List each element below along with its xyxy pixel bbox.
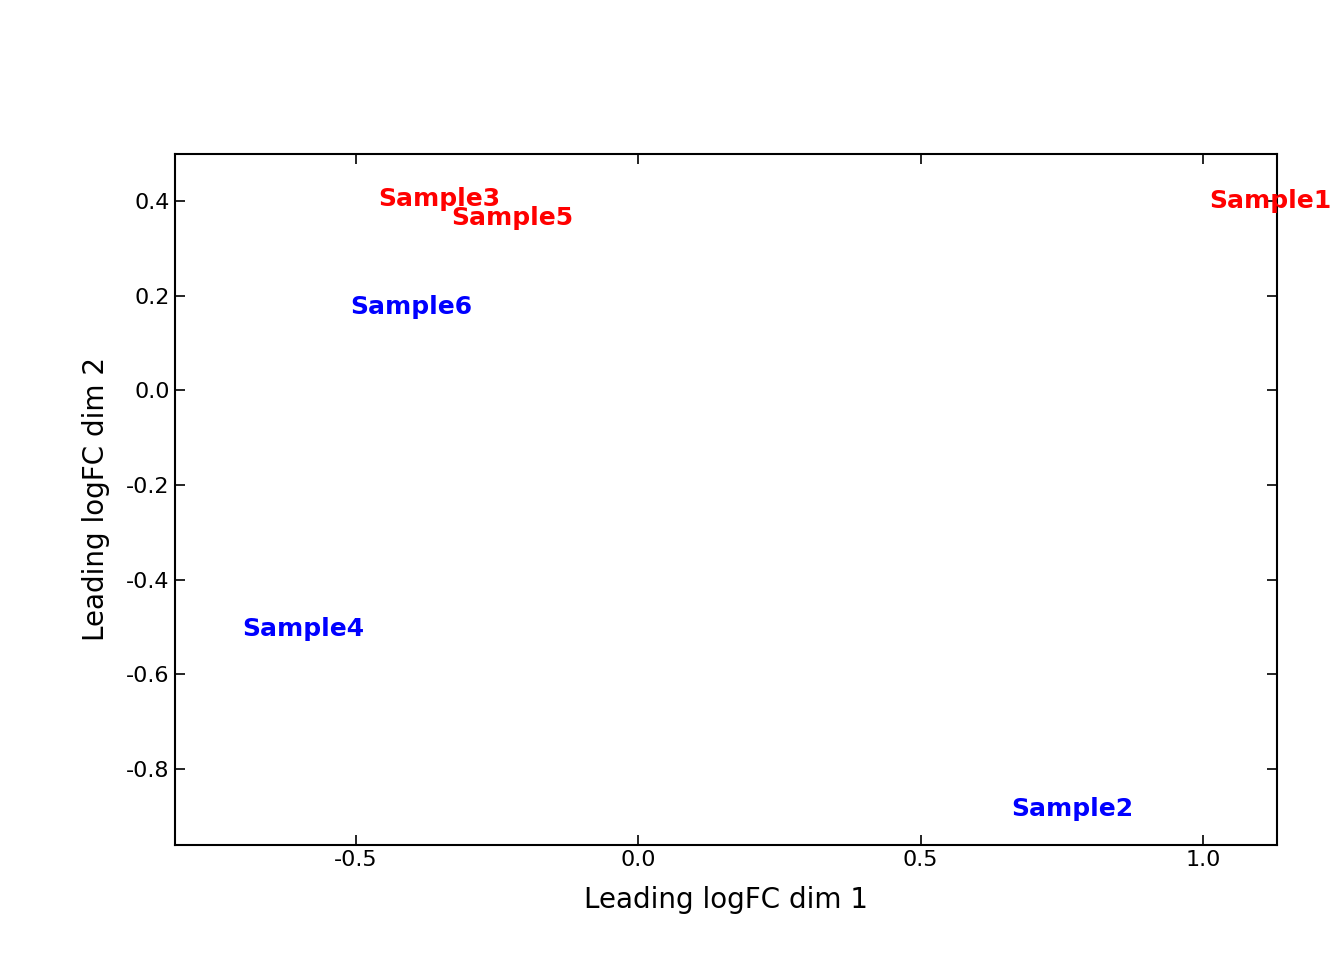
- Text: Sample4: Sample4: [242, 617, 364, 641]
- Text: Sample5: Sample5: [452, 205, 574, 229]
- Text: Sample1: Sample1: [1210, 189, 1331, 213]
- Text: Sample3: Sample3: [378, 186, 500, 210]
- Text: Sample6: Sample6: [349, 296, 472, 320]
- X-axis label: Leading logFC dim 1: Leading logFC dim 1: [583, 886, 868, 914]
- Text: Sample2: Sample2: [1011, 798, 1133, 822]
- Y-axis label: Leading logFC dim 2: Leading logFC dim 2: [82, 357, 110, 641]
